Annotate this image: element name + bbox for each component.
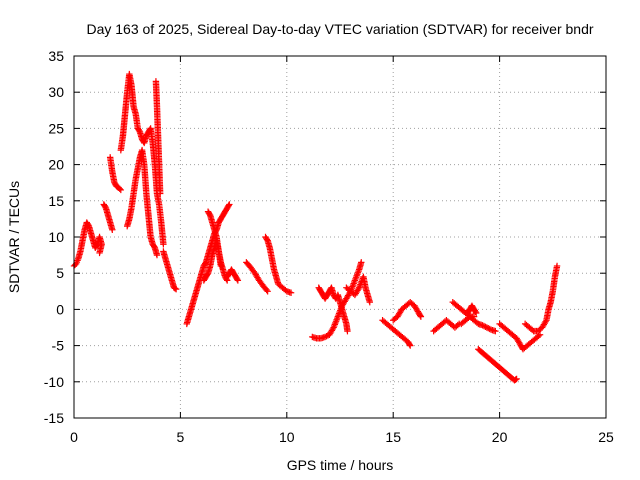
y-tick-label: 15 [48, 193, 64, 209]
y-tick-label: 5 [56, 265, 64, 281]
data-point [358, 259, 365, 266]
data-point [171, 285, 179, 292]
chart-title: Day 163 of 2025, Sidereal Day-to-day VTE… [86, 21, 593, 37]
data-point [472, 309, 480, 317]
data-point [153, 251, 161, 259]
data-point [172, 285, 180, 293]
data-point [406, 341, 413, 348]
data-point [160, 241, 167, 248]
data-point [355, 285, 362, 293]
x-tick-label: 5 [177, 429, 185, 445]
y-tick-label: 20 [48, 157, 64, 173]
data-point [156, 190, 164, 197]
x-tick-labels: 0 5 10 15 20 25 [70, 429, 614, 445]
data-point [542, 318, 549, 325]
y-tick-label: 10 [48, 229, 64, 245]
x-tick-label: 0 [70, 429, 78, 445]
data-points [70, 70, 561, 384]
data-point [485, 325, 492, 332]
data-point [234, 277, 242, 284]
data-point [287, 289, 295, 296]
x-axis-label: GPS time / hours [287, 457, 394, 473]
data-point [482, 323, 489, 330]
data-point [329, 325, 336, 333]
data-point [321, 333, 329, 341]
data-point [96, 249, 103, 257]
data-point [117, 186, 125, 194]
data-point [492, 327, 499, 335]
y-tick-labels: -15 -10 -5 0 5 10 15 20 25 30 35 [44, 48, 64, 426]
x-tick-label: 15 [385, 429, 401, 445]
y-tick-label: -10 [44, 374, 64, 390]
y-tick-label: 0 [56, 301, 64, 317]
y-tick-label: 35 [48, 48, 64, 64]
data-point [407, 342, 414, 349]
x-tick-label: 25 [598, 429, 614, 445]
y-axis-label: SDTVAR / TECUs [6, 181, 22, 293]
data-point [109, 226, 116, 233]
data-point [323, 332, 330, 340]
data-point [417, 313, 425, 320]
data-point [535, 332, 542, 340]
y-tick-label: -15 [44, 410, 64, 426]
data-point [454, 321, 461, 329]
data-point [536, 331, 544, 338]
data-point [416, 312, 424, 319]
data-point [233, 276, 241, 283]
y-tick-label: 30 [48, 84, 64, 100]
data-point [483, 324, 491, 331]
x-tick-label: 20 [492, 429, 508, 445]
data-point [217, 262, 225, 270]
y-tick-label: -5 [52, 338, 65, 354]
data-point [366, 298, 373, 306]
data-point [263, 286, 270, 294]
data-point [479, 322, 486, 329]
data-point [513, 375, 520, 383]
data-point [226, 201, 233, 208]
data-point [486, 325, 493, 333]
data-point [553, 262, 561, 270]
data-point [529, 326, 536, 334]
data-point [480, 322, 488, 330]
data-point [225, 202, 232, 209]
data-point [264, 288, 271, 295]
ticks [73, 55, 607, 419]
y-tick-label: 25 [48, 120, 64, 136]
data-point [116, 185, 123, 193]
x-tick-label: 10 [279, 429, 295, 445]
data-point [512, 376, 519, 383]
data-point [344, 327, 351, 335]
data-point [472, 308, 479, 316]
